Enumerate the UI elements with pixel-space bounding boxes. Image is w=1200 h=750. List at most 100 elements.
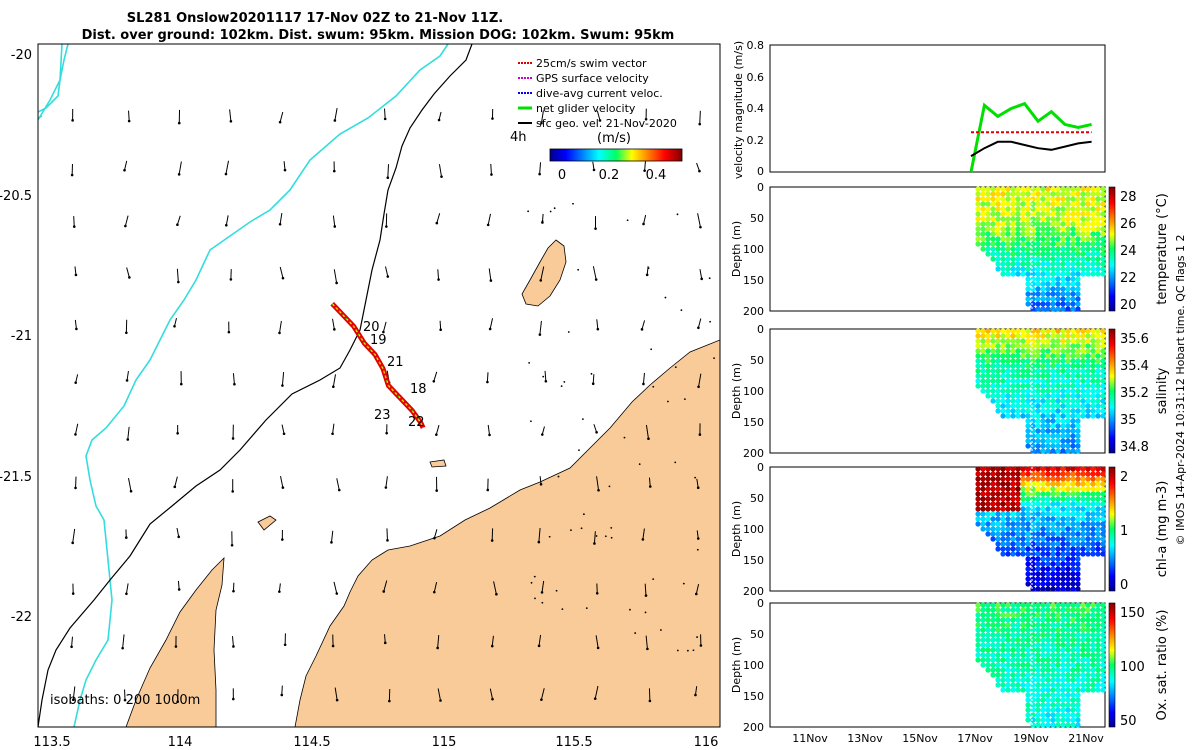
section-sample xyxy=(1060,722,1066,728)
section-sample xyxy=(1055,561,1061,567)
section-sample xyxy=(1090,541,1096,547)
velocity-arrow xyxy=(176,689,180,703)
section-sample xyxy=(1050,408,1056,414)
section-sample xyxy=(1100,256,1106,262)
section-sample xyxy=(1020,388,1026,394)
section-sample xyxy=(1055,516,1061,522)
section-sample xyxy=(1070,428,1076,434)
section-sample xyxy=(1085,637,1091,643)
section-sample xyxy=(980,466,986,472)
section-sample xyxy=(1095,471,1101,477)
section-sample xyxy=(1100,383,1106,389)
section-sample xyxy=(1100,617,1106,623)
section-sample xyxy=(1100,271,1106,277)
section-sample xyxy=(1090,667,1096,673)
section-sample xyxy=(1090,682,1096,688)
section-sample xyxy=(1005,647,1011,653)
section-sample xyxy=(1085,408,1091,414)
section-sample xyxy=(1030,571,1036,577)
section-sample xyxy=(1100,491,1106,497)
section-sample xyxy=(1010,211,1016,217)
section-sample xyxy=(1080,261,1086,267)
section-sample xyxy=(1065,536,1071,542)
section-sample xyxy=(1085,642,1091,648)
section-sample xyxy=(1060,531,1066,537)
depth-tick: 50 xyxy=(750,212,764,225)
section-sample xyxy=(1045,398,1051,404)
section-sample xyxy=(1100,667,1106,673)
section-sample xyxy=(1060,191,1066,197)
section-sample xyxy=(1025,438,1031,444)
section-sample xyxy=(1025,677,1031,683)
depth-label: Depth (m) xyxy=(730,501,743,557)
section-sample xyxy=(1045,491,1051,497)
section-sample xyxy=(995,546,1001,552)
section-sample xyxy=(1025,556,1031,562)
section-sample xyxy=(1045,501,1051,507)
section-sample xyxy=(1075,276,1081,282)
section-sample xyxy=(1050,281,1056,287)
section-sample xyxy=(1045,363,1051,369)
section-sample xyxy=(1000,632,1006,638)
section-sample xyxy=(1050,266,1056,272)
section-sample xyxy=(1030,286,1036,292)
section-sample xyxy=(1070,486,1076,492)
section-sample xyxy=(1030,301,1036,307)
section-sample xyxy=(1045,687,1051,693)
section-sample xyxy=(1035,338,1041,344)
section-sample xyxy=(1070,672,1076,678)
section-sample xyxy=(1030,256,1036,262)
section-sample xyxy=(1030,632,1036,638)
islet xyxy=(527,210,530,213)
section-sample xyxy=(1020,491,1026,497)
section-sample xyxy=(1035,348,1041,354)
section-sample xyxy=(1100,353,1106,359)
section-sample xyxy=(1085,211,1091,217)
section-sample xyxy=(995,511,1001,517)
section-sample xyxy=(1100,662,1106,668)
section-sample xyxy=(1090,662,1096,668)
section-sample xyxy=(1010,546,1016,552)
section-sample xyxy=(1060,506,1066,512)
section-sample xyxy=(980,338,986,344)
section-sample xyxy=(975,186,981,192)
section-sample xyxy=(1020,516,1026,522)
islet xyxy=(674,366,677,369)
section-sample xyxy=(1025,581,1031,587)
section-sample xyxy=(1095,338,1101,344)
section-sample xyxy=(1065,602,1071,608)
section-sample xyxy=(1085,531,1091,537)
section-sample xyxy=(990,652,996,658)
section-sample xyxy=(1050,216,1056,222)
section-sample xyxy=(1005,196,1011,202)
section-sample xyxy=(1075,672,1081,678)
section-sample xyxy=(1025,516,1031,522)
section-sample xyxy=(1035,216,1041,222)
section-sample xyxy=(1025,246,1031,252)
section-sample xyxy=(1055,338,1061,344)
section-sample xyxy=(1060,286,1066,292)
section-sample xyxy=(1090,491,1096,497)
section-sample xyxy=(1005,667,1011,673)
depth-tick: 200 xyxy=(743,721,764,734)
section-sample xyxy=(980,358,986,364)
section-sample xyxy=(1000,373,1006,379)
section-sample xyxy=(995,358,1001,364)
velocity-arrow xyxy=(176,215,181,227)
section-sample xyxy=(1025,428,1031,434)
section-sample xyxy=(1030,281,1036,287)
section-sample xyxy=(1010,271,1016,277)
section-sample xyxy=(1070,657,1076,663)
section-sample xyxy=(1065,241,1071,247)
section-sample xyxy=(975,481,981,487)
section-sample xyxy=(1085,516,1091,522)
depth-tick: 150 xyxy=(743,274,764,287)
section-sample xyxy=(1100,496,1106,502)
section-sample xyxy=(990,612,996,618)
section-sample xyxy=(980,368,986,374)
section-sample xyxy=(1050,438,1056,444)
section-sample xyxy=(980,196,986,202)
section-sample xyxy=(1020,476,1026,482)
section-sample xyxy=(985,501,991,507)
